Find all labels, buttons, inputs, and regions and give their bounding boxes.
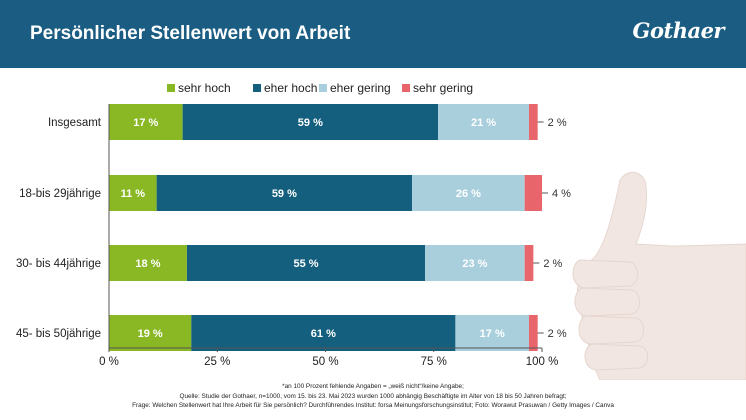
x-tick-label: 75 % [421, 356, 447, 368]
legend-swatch-sehr-hoch [167, 84, 175, 92]
bar-segment-sehr-hoch [109, 315, 192, 351]
header-bar: Persönlicher Stellenwert von Arbeit Goth… [0, 0, 746, 68]
data-label: 2 % [548, 117, 567, 129]
footnote-missing-answers: *an 100 Prozent fehlende Angaben = „weiß… [282, 383, 464, 390]
x-tick-label: 100 % [526, 356, 559, 368]
bar-segment-eher-gering [412, 175, 525, 211]
footnote: *an 100 Prozent fehlende Angaben = „weiß… [0, 382, 746, 411]
legend-swatch-eher-hoch [253, 84, 261, 92]
bar-segment-sehr-hoch [109, 175, 157, 211]
bar-segment-sehr-gering [524, 245, 534, 281]
footnote-source: Quelle: Studie der Gothaer, n=1000, vom … [179, 392, 567, 400]
data-label: 2 % [548, 328, 567, 340]
gothaer-logo: Gothaer [632, 18, 725, 43]
data-label: 55 % [293, 258, 318, 270]
data-label: 61 % [311, 328, 336, 340]
data-label: 26 % [456, 188, 481, 200]
x-tick-label: 0 % [99, 356, 119, 368]
footnote-question: Frage: Welchen Stellenwert hat Ihre Arbe… [132, 402, 614, 409]
data-label: 4 % [552, 188, 571, 200]
bar-segment-eher-hoch [191, 315, 456, 351]
data-label: 18 % [135, 258, 160, 270]
x-tick-label: 25 % [204, 356, 230, 368]
category-label: 45- bis 50jährige [16, 328, 101, 340]
data-label: 59 % [272, 188, 297, 200]
bar-segment-sehr-hoch [109, 245, 187, 281]
bar-segment-sehr-hoch [109, 104, 183, 140]
bar-segment-sehr-gering [529, 315, 538, 351]
data-label: 23 % [462, 258, 487, 270]
data-label: 11 % [121, 188, 146, 200]
bar-segment-eher-gering [425, 245, 525, 281]
legend-swatch-sehr-gering [402, 84, 410, 92]
bar-segment-eher-hoch [156, 175, 413, 211]
thumbs-up-photo [572, 171, 746, 380]
bar-segment-sehr-gering [529, 104, 538, 140]
category-label: 30- bis 44jährige [16, 258, 101, 270]
legend-label-eher-gering: eher gering [330, 81, 391, 95]
data-label: 17 % [133, 117, 158, 129]
bar-segment-eher-hoch [182, 104, 439, 140]
x-tick-label: 50 % [312, 356, 338, 368]
data-label: 17 % [480, 328, 505, 340]
legend-label-sehr-hoch: sehr hoch [178, 81, 231, 95]
bar-segment-eher-gering [455, 315, 530, 351]
bar-segment-sehr-gering [524, 175, 542, 211]
legend-label-sehr-gering: sehr gering [413, 81, 473, 95]
stacked-bar-chart: sehr hoch eher hoch eher gering sehr gering… [16, 81, 571, 368]
legend-swatch-eher-gering [319, 84, 327, 92]
data-label: 2 % [543, 258, 562, 270]
page-title: Persönlicher Stellenwert von Arbeit [30, 23, 351, 44]
data-label: 21 % [471, 117, 496, 129]
bar-segment-eher-hoch [186, 245, 426, 281]
data-label: 19 % [138, 328, 163, 340]
category-label: Insgesamt [48, 117, 102, 129]
bar-segment-eher-gering [438, 104, 530, 140]
category-label: 18-bis 29jährige [19, 188, 101, 200]
data-label: 59 % [298, 117, 323, 129]
legend-label-eher-hoch: eher hoch [264, 81, 317, 95]
